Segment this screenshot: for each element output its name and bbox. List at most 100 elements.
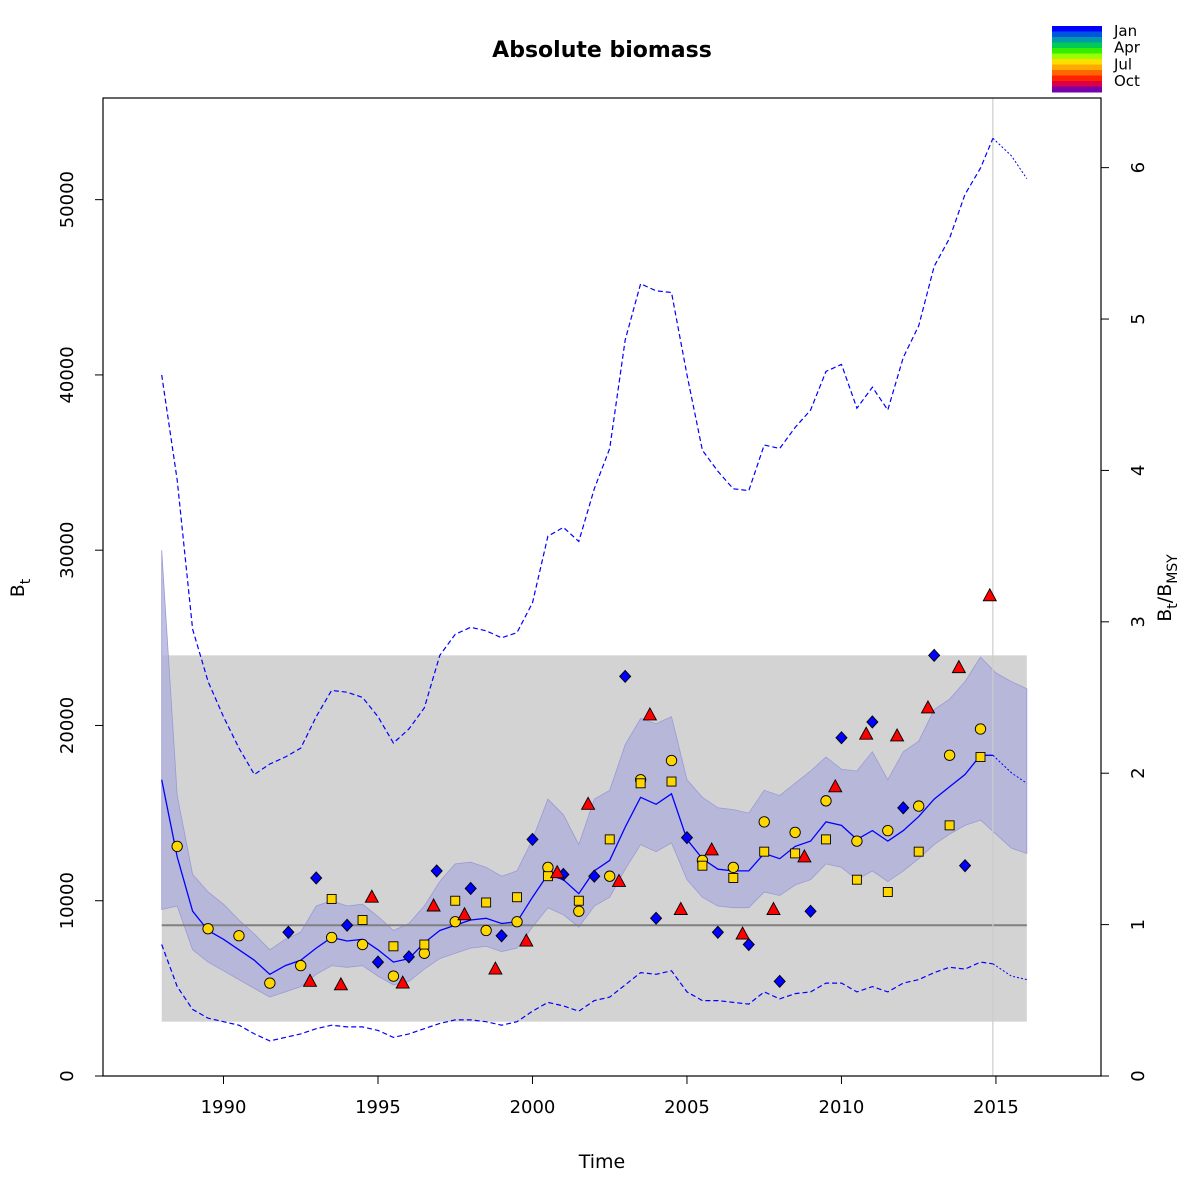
legend-swatch [1052,75,1102,82]
data-point [758,816,770,828]
plot-frame [102,97,1102,1077]
x-tick-label: 2010 [819,1097,865,1118]
data-point [511,916,523,928]
data-point [735,926,750,940]
y-tick-label: 10000 [57,872,78,929]
data-point [264,977,276,989]
outer-lower-line [161,944,993,1042]
data-point [371,955,385,969]
outer-upper-line [161,138,994,776]
data-point [635,778,646,789]
y-axis-label-sub: t [18,578,34,584]
data-point [835,731,848,745]
legend-label: Jan [1113,22,1137,40]
data-point [727,861,739,874]
data-point [426,898,441,912]
data-point [388,941,399,952]
series-square [326,752,986,952]
outer-lower-forecast-line [992,963,1027,981]
data-point [549,864,565,879]
data-point [958,859,972,873]
data-point [526,832,539,847]
data-point [302,973,318,987]
data-point [542,861,554,874]
data-point [851,835,863,847]
data-point [821,834,831,845]
data-point [282,925,295,939]
y2-tick-label: 1 [1128,919,1149,930]
legend-swatch [1052,42,1102,49]
data-point [649,911,663,925]
data-point [495,929,508,943]
y-axis: 0 10000 20000 30000 40000 50000 [57,171,103,1082]
confidence-band [161,550,1028,998]
data-point [202,923,214,935]
data-point [333,976,349,991]
data-point [982,587,998,602]
data-point [920,699,936,714]
x-tick-label: 2005 [664,1097,710,1118]
y2-axis-label-sub2: MSY [1165,554,1181,584]
data-point [897,801,910,815]
data-point [611,873,627,887]
x-tick-label: 1995 [355,1097,401,1118]
data-point [488,961,503,975]
data-point [913,846,924,857]
legend-swatch [1052,70,1102,76]
data-point [450,895,461,906]
data-point [766,901,781,915]
data-point [711,925,724,939]
data-point [310,871,323,885]
data-point [588,869,601,883]
data-point [820,795,832,807]
data-point [402,950,415,964]
legend-swatch [1052,26,1102,32]
legend-swatch [1052,86,1102,93]
data-point [728,872,739,883]
legend-label: Jul [1113,55,1132,73]
y-tick-label: 40000 [57,346,78,403]
y-tick-label: 30000 [57,522,78,579]
data-point [604,834,615,845]
data-point [512,892,522,903]
chart-title: Absolute biomass [492,38,712,63]
y-tick-label: 20000 [57,697,78,754]
data-point [773,974,786,989]
data-point [889,728,905,742]
legend-swatch [1052,53,1102,60]
y2-axis: 0 1 2 3 4 5 6 [1101,162,1149,1082]
data-point [340,918,354,932]
series-triangle [302,587,998,991]
data-point [464,881,477,896]
data-point [913,800,925,812]
y2-axis-label-main: B [1154,609,1176,622]
data-point [233,930,245,942]
data-point [858,726,874,740]
data-point [882,887,893,897]
y2-tick-label: 5 [1128,313,1149,324]
legend-swatch [1052,81,1102,87]
data-point [573,905,585,917]
legend-label: Oct [1114,72,1140,90]
data-point [481,897,492,908]
data-point [457,906,472,921]
data-point [419,939,430,950]
data-point [480,924,492,937]
data-point [519,933,534,947]
y2-axis-label: Bt/BMSY [1154,554,1181,622]
data-point [356,938,369,951]
data-point [357,915,368,925]
legend-swatch [1052,64,1102,71]
data-point [325,931,338,944]
data-point [697,860,708,871]
data-point [604,870,616,882]
y-axis-label-main: B [7,584,29,597]
data-point [704,841,719,856]
data-point [797,848,812,863]
legend-swatch [1052,48,1102,54]
x-tick-label: 2000 [510,1097,556,1118]
y2-axis-label-sub1: t [1165,603,1181,609]
y2-tick-label: 3 [1128,616,1149,627]
legend-label: Apr [1114,39,1141,57]
